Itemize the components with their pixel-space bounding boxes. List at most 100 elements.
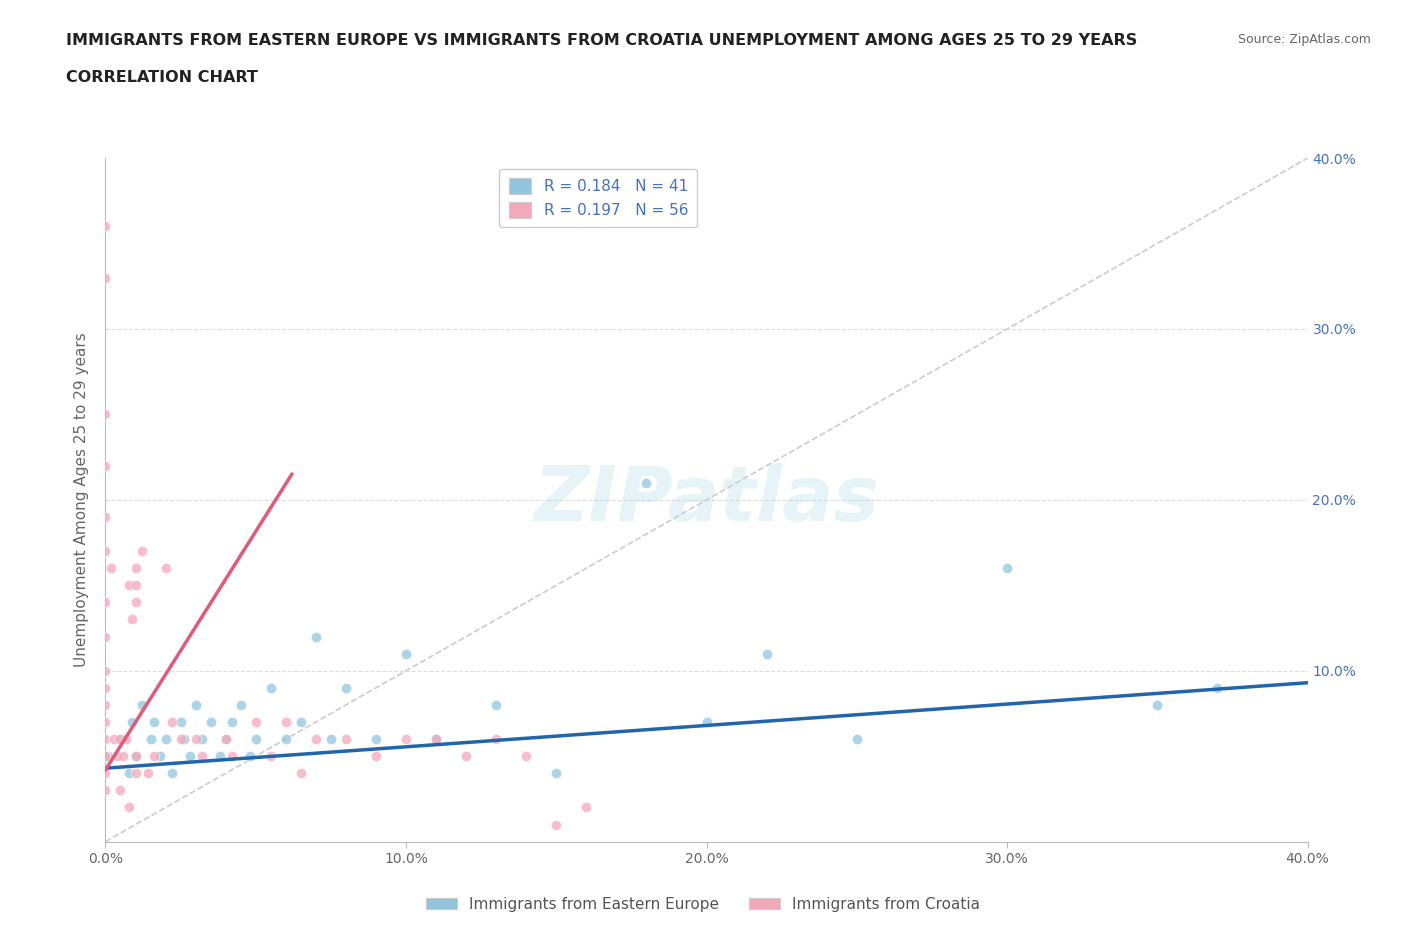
Point	[190, 749, 212, 764]
Point	[97, 749, 120, 764]
Point	[485, 698, 508, 712]
Point	[290, 766, 312, 781]
Point	[364, 732, 387, 747]
Point	[221, 749, 243, 764]
Point	[184, 732, 207, 747]
Point	[200, 714, 222, 729]
Point	[94, 271, 117, 286]
Point	[214, 732, 236, 747]
Point	[260, 681, 283, 696]
Point	[100, 561, 122, 576]
Point	[305, 732, 328, 747]
Point	[274, 714, 297, 729]
Point	[173, 732, 195, 747]
Point	[260, 749, 283, 764]
Point	[124, 749, 146, 764]
Point	[142, 749, 165, 764]
Text: Source: ZipAtlas.com: Source: ZipAtlas.com	[1237, 33, 1371, 46]
Point	[229, 698, 252, 712]
Point	[179, 749, 201, 764]
Point	[305, 630, 328, 644]
Point	[214, 732, 236, 747]
Point	[94, 458, 117, 473]
Point	[995, 561, 1018, 576]
Point	[169, 714, 191, 729]
Point	[115, 732, 138, 747]
Point	[485, 732, 508, 747]
Point	[395, 732, 418, 747]
Point	[94, 681, 117, 696]
Point	[190, 732, 212, 747]
Text: ZIPatlas: ZIPatlas	[533, 463, 880, 537]
Point	[335, 681, 357, 696]
Legend: Immigrants from Eastern Europe, Immigrants from Croatia: Immigrants from Eastern Europe, Immigran…	[420, 891, 986, 918]
Point	[94, 732, 117, 747]
Point	[118, 800, 141, 815]
Point	[94, 749, 117, 764]
Point	[1206, 681, 1229, 696]
Point	[110, 732, 132, 747]
Point	[546, 766, 568, 781]
Point	[364, 749, 387, 764]
Point	[94, 630, 117, 644]
Point	[94, 510, 117, 525]
Point	[274, 732, 297, 747]
Point	[245, 714, 267, 729]
Point	[425, 732, 447, 747]
Point	[107, 749, 129, 764]
Point	[110, 732, 132, 747]
Point	[131, 544, 153, 559]
Point	[94, 663, 117, 678]
Point	[131, 698, 153, 712]
Point	[208, 749, 231, 764]
Point	[636, 475, 658, 490]
Point	[124, 749, 146, 764]
Point	[148, 749, 170, 764]
Point	[696, 714, 718, 729]
Point	[110, 783, 132, 798]
Point	[94, 595, 117, 610]
Point	[121, 714, 143, 729]
Point	[155, 561, 177, 576]
Point	[94, 766, 117, 781]
Point	[94, 749, 117, 764]
Point	[155, 732, 177, 747]
Point	[395, 646, 418, 661]
Point	[118, 766, 141, 781]
Point	[139, 732, 162, 747]
Point	[124, 578, 146, 592]
Text: IMMIGRANTS FROM EASTERN EUROPE VS IMMIGRANTS FROM CROATIA UNEMPLOYMENT AMONG AGE: IMMIGRANTS FROM EASTERN EUROPE VS IMMIGR…	[66, 33, 1137, 47]
Point	[245, 732, 267, 747]
Point	[845, 732, 868, 747]
Point	[94, 407, 117, 422]
Point	[124, 595, 146, 610]
Point	[575, 800, 598, 815]
Point	[546, 817, 568, 832]
Point	[290, 714, 312, 729]
Point	[335, 732, 357, 747]
Point	[118, 578, 141, 592]
Point	[169, 732, 191, 747]
Y-axis label: Unemployment Among Ages 25 to 29 years: Unemployment Among Ages 25 to 29 years	[75, 333, 90, 667]
Point	[112, 749, 135, 764]
Point	[94, 783, 117, 798]
Point	[124, 561, 146, 576]
Point	[142, 714, 165, 729]
Point	[121, 612, 143, 627]
Point	[94, 698, 117, 712]
Point	[160, 766, 183, 781]
Point	[425, 732, 447, 747]
Point	[136, 766, 159, 781]
Text: CORRELATION CHART: CORRELATION CHART	[66, 70, 257, 85]
Point	[755, 646, 778, 661]
Point	[1146, 698, 1168, 712]
Point	[454, 749, 477, 764]
Point	[239, 749, 262, 764]
Point	[515, 749, 537, 764]
Legend: R = 0.184   N = 41, R = 0.197   N = 56: R = 0.184 N = 41, R = 0.197 N = 56	[499, 169, 697, 227]
Point	[94, 714, 117, 729]
Point	[94, 544, 117, 559]
Point	[94, 219, 117, 234]
Point	[124, 766, 146, 781]
Point	[103, 732, 125, 747]
